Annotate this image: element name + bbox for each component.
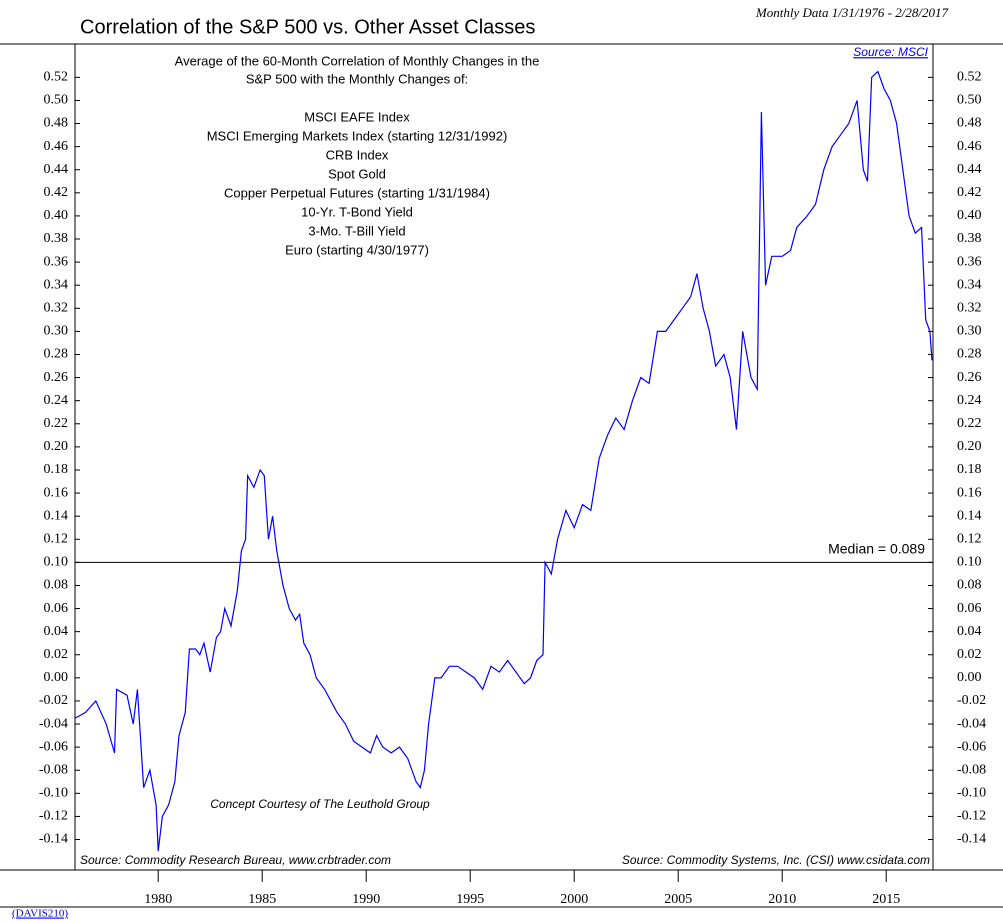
- x-tick-label: 1985: [248, 892, 276, 907]
- y2-tick-label: 0.30: [957, 324, 982, 339]
- y2-tick-label: 0.46: [957, 139, 982, 154]
- y2-tick-label: 0.26: [957, 370, 982, 385]
- asset-item: Spot Gold: [328, 166, 386, 181]
- asset-item: 10-Yr. T-Bond Yield: [301, 204, 413, 219]
- source-right: Source: Commodity Systems, Inc. (CSI) ww…: [622, 853, 930, 867]
- x-tick-label: 1995: [456, 892, 484, 907]
- source-left: Source: Commodity Research Bureau, www.c…: [80, 853, 391, 867]
- y-tick-label: 0.52: [44, 70, 69, 85]
- y-tick-label: 0.50: [44, 93, 69, 108]
- y2-tick-label: -0.02: [957, 693, 986, 708]
- y-tick-label: 0.06: [44, 601, 69, 616]
- x-tick-label: 1990: [352, 892, 380, 907]
- y-tick-label: -0.14: [39, 832, 68, 847]
- y2-tick-label: 0.10: [957, 555, 982, 570]
- y2-tick-label: 0.06: [957, 601, 982, 616]
- y-tick-label: 0.44: [44, 162, 69, 177]
- y-tick-label: 0.02: [44, 647, 69, 662]
- y-tick-label: 0.30: [44, 324, 69, 339]
- y-tick-label: 0.00: [44, 670, 69, 685]
- data-line: [74, 70, 933, 852]
- y2-tick-label: 0.04: [957, 624, 982, 639]
- x-tick-label: 2015: [872, 892, 900, 907]
- y-tick-label: 0.48: [44, 116, 69, 131]
- y2-tick-label: 0.00: [957, 670, 982, 685]
- y-tick-label: -0.04: [39, 716, 68, 731]
- y2-tick-label: 0.40: [957, 208, 982, 223]
- subtitle: S&P 500 with the Monthly Changes of:: [246, 71, 468, 86]
- y-tick-label: 0.24: [44, 393, 69, 408]
- y-tick-label: -0.08: [39, 762, 68, 777]
- y2-tick-label: 0.14: [957, 508, 982, 523]
- y2-tick-label: 0.18: [957, 462, 982, 477]
- y-tick-label: 0.40: [44, 208, 69, 223]
- y2-tick-label: 0.08: [957, 578, 982, 593]
- y-tick-label: 0.10: [44, 555, 69, 570]
- x-tick-label: 1980: [144, 892, 172, 907]
- date-note: Monthly Data 1/31/1976 - 2/28/2017: [755, 5, 949, 20]
- y-tick-label: 0.14: [44, 508, 69, 523]
- y2-tick-label: 0.36: [957, 254, 982, 269]
- y2-tick-label: 0.38: [957, 231, 982, 246]
- y2-tick-label: -0.10: [957, 786, 986, 801]
- y-tick-label: 0.46: [44, 139, 69, 154]
- chart-id: (DAVIS210): [12, 908, 68, 920]
- asset-item: 3-Mo. T-Bill Yield: [308, 223, 405, 238]
- y2-tick-label: 0.12: [957, 531, 982, 546]
- chart-title: Correlation of the S&P 500 vs. Other Ass…: [80, 16, 535, 38]
- asset-item: Euro (starting 4/30/1977): [285, 242, 429, 257]
- x-tick-label: 2000: [560, 892, 588, 907]
- y-tick-label: 0.42: [44, 185, 69, 200]
- median-label: Median = 0.089: [828, 541, 925, 557]
- asset-item: MSCI EAFE Index: [304, 109, 410, 124]
- x-tick-label: 2005: [664, 892, 692, 907]
- y2-tick-label: 0.50: [957, 93, 982, 108]
- y2-tick-label: -0.08: [957, 762, 986, 777]
- y-tick-label: 0.18: [44, 462, 69, 477]
- y-tick-label: 0.20: [44, 439, 69, 454]
- asset-item: MSCI Emerging Markets Index (starting 12…: [207, 128, 508, 143]
- y-tick-label: 0.08: [44, 578, 69, 593]
- concept-note: Concept Courtesy of The Leuthold Group: [210, 797, 430, 811]
- y-tick-label: 0.28: [44, 347, 69, 362]
- source-top: Source: MSCI: [853, 45, 928, 59]
- y2-tick-label: -0.06: [957, 739, 986, 754]
- y-tick-label: 0.34: [44, 277, 69, 292]
- y2-tick-label: 0.52: [957, 70, 982, 85]
- y2-tick-label: 0.34: [957, 277, 982, 292]
- y2-tick-label: 0.48: [957, 116, 982, 131]
- x-tick-label: 2010: [768, 892, 796, 907]
- y-tick-label: -0.06: [39, 739, 68, 754]
- y-tick-label: 0.12: [44, 531, 69, 546]
- y2-tick-label: 0.32: [957, 301, 982, 316]
- y-tick-label: 0.22: [44, 416, 69, 431]
- y2-tick-label: 0.20: [957, 439, 982, 454]
- y2-tick-label: 0.44: [957, 162, 982, 177]
- y-tick-label: 0.38: [44, 231, 69, 246]
- y-tick-label: 0.26: [44, 370, 69, 385]
- y-tick-label: 0.36: [44, 254, 69, 269]
- y2-tick-label: 0.22: [957, 416, 982, 431]
- y2-tick-label: -0.14: [957, 832, 986, 847]
- y2-tick-label: 0.02: [957, 647, 982, 662]
- y-tick-label: 0.04: [44, 624, 69, 639]
- asset-item: Copper Perpetual Futures (starting 1/31/…: [224, 185, 490, 200]
- y2-tick-label: 0.28: [957, 347, 982, 362]
- subtitle: Average of the 60-Month Correlation of M…: [175, 53, 540, 68]
- y2-tick-label: -0.12: [957, 809, 986, 824]
- y-tick-label: 0.32: [44, 301, 69, 316]
- y-tick-label: 0.16: [44, 485, 69, 500]
- y-tick-label: -0.02: [39, 693, 68, 708]
- y2-tick-label: 0.24: [957, 393, 982, 408]
- y2-tick-label: 0.16: [957, 485, 982, 500]
- y-tick-label: -0.10: [39, 786, 68, 801]
- asset-item: CRB Index: [326, 147, 389, 162]
- y2-tick-label: -0.04: [957, 716, 986, 731]
- y2-tick-label: 0.42: [957, 185, 982, 200]
- y-tick-label: -0.12: [39, 809, 68, 824]
